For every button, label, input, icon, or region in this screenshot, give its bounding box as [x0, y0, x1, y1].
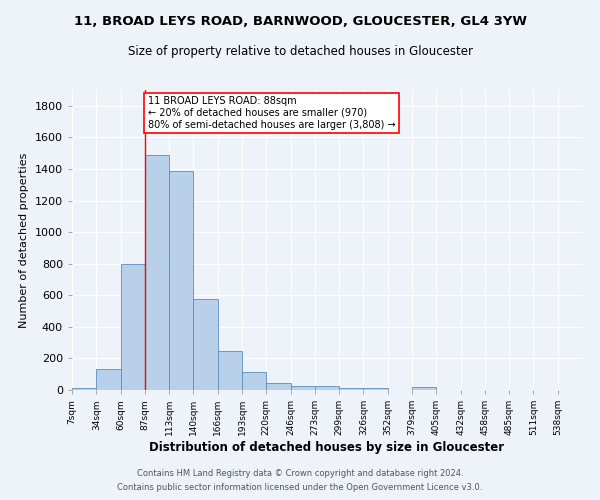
Text: 11, BROAD LEYS ROAD, BARNWOOD, GLOUCESTER, GL4 3YW: 11, BROAD LEYS ROAD, BARNWOOD, GLOUCESTE…: [74, 15, 527, 28]
Bar: [266, 384, 290, 390]
Bar: [96, 368, 121, 390]
Bar: [339, 388, 364, 390]
Text: Contains HM Land Registry data © Crown copyright and database right 2024.: Contains HM Land Registry data © Crown c…: [137, 468, 463, 477]
Text: Contains public sector information licensed under the Open Government Licence v3: Contains public sector information licen…: [118, 484, 482, 492]
Bar: [412, 387, 436, 390]
Bar: [72, 388, 96, 390]
Bar: [169, 172, 193, 390]
Text: Size of property relative to detached houses in Gloucester: Size of property relative to detached ho…: [128, 45, 473, 58]
Bar: [242, 372, 266, 390]
Bar: [145, 154, 169, 390]
Bar: [364, 388, 388, 390]
Bar: [315, 386, 339, 390]
Bar: [218, 351, 242, 390]
X-axis label: Distribution of detached houses by size in Gloucester: Distribution of detached houses by size …: [149, 441, 505, 454]
Y-axis label: Number of detached properties: Number of detached properties: [19, 152, 29, 328]
Bar: [193, 299, 218, 390]
Bar: [290, 386, 315, 390]
Bar: [121, 264, 145, 390]
Text: 11 BROAD LEYS ROAD: 88sqm
← 20% of detached houses are smaller (970)
80% of semi: 11 BROAD LEYS ROAD: 88sqm ← 20% of detac…: [148, 96, 395, 130]
